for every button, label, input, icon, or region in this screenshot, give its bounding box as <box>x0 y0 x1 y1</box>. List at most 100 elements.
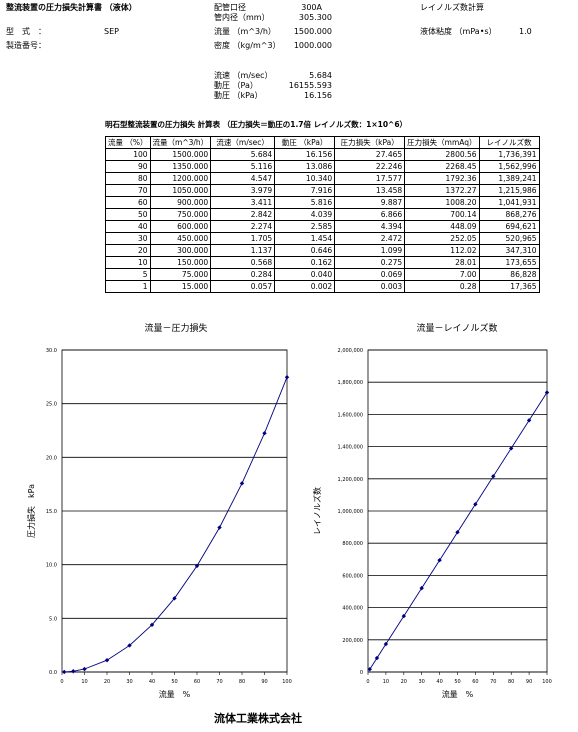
flow-label: 流量 （m^3/h） <box>214 27 276 36</box>
table-cell: 50 <box>105 208 151 221</box>
col-header-pressure-loss-kpa: 圧力損失（kPa） <box>334 136 406 149</box>
table-cell: 0.646 <box>274 244 336 257</box>
table-cell: 1.705 <box>210 232 276 245</box>
table-cell: 1.454 <box>274 232 336 245</box>
document-title: 整流装置の圧力損失計算書 （液体） <box>6 3 137 12</box>
serial-label: 製造番号： <box>6 41 46 50</box>
company-name: 流体工業株式会社 <box>214 712 302 725</box>
table-cell: 750.000 <box>149 208 212 221</box>
y-tick-label: 1,600,000 <box>338 412 363 418</box>
viscosity-label: 液体粘度 （mPa•s） <box>420 27 497 36</box>
table-cell: 0.002 <box>274 280 336 293</box>
table-row: 70 1050.000 3.979 7.916 13.458 1372.27 1,215,9… <box>105 184 540 197</box>
table-cell: 60 <box>105 196 151 209</box>
x-tick-label: 40 <box>149 679 155 685</box>
y-tick-label: 0.0 <box>49 670 57 676</box>
table-cell: 2268.45 <box>404 160 480 173</box>
table-cell: 7.916 <box>274 184 336 197</box>
table-row: 10 150.000 0.568 0.162 0.275 28.01 173,655 <box>105 256 540 269</box>
col-header-dynamic-pressure: 動圧 （kPa） <box>274 136 336 149</box>
table-cell: 173,655 <box>478 256 540 269</box>
table-cell: 1.099 <box>334 244 406 257</box>
x-tick-label: 20 <box>401 679 407 685</box>
table-cell: 520,965 <box>478 232 540 245</box>
y-tick-label: 20.0 <box>46 455 57 461</box>
table-cell: 0.568 <box>210 256 276 269</box>
dynamic-pressure-kpa-value: 16.156 <box>304 91 332 100</box>
table-title: 明石型整流装置の圧力損失 計算表 （圧力損失＝動圧の1.7倍 レイノルズ数：1×… <box>105 120 408 129</box>
table-cell: 0.162 <box>274 256 336 269</box>
col-header-flow-m3h: 流量（m^3/h） <box>149 136 212 149</box>
table-cell: 13.086 <box>274 160 336 173</box>
pressure-loss-table: 流量 （%） 流量（m^3/h） 流速（m/sec） 動圧 （kPa） 圧力損失… <box>105 136 540 293</box>
data-point <box>62 669 67 675</box>
x-tick-label: 40 <box>436 679 442 685</box>
table-cell: 0.040 <box>274 268 336 281</box>
table-cell: 3.979 <box>210 184 276 197</box>
table-cell: 450.000 <box>149 232 212 245</box>
table-cell: 5 <box>105 268 151 281</box>
table-cell: 1350.000 <box>149 160 212 173</box>
data-point <box>82 666 87 672</box>
table-cell: 1,736,391 <box>478 148 540 161</box>
pipe-size-label: 配管口径 <box>214 3 246 12</box>
data-point <box>544 390 550 395</box>
x-tick-label: 60 <box>194 679 200 685</box>
table-cell: 28.01 <box>404 256 480 269</box>
reynolds-chart: 流量－レイノルズ数 0 200,000 400,000 600,000 800,000 1,… <box>312 322 552 699</box>
table-cell: 600.000 <box>149 220 212 233</box>
table-cell: 22.246 <box>334 160 406 173</box>
table-cell: 40 <box>105 220 151 233</box>
table-cell: 2.472 <box>334 232 406 245</box>
data-point <box>455 530 460 535</box>
table-cell: 900.000 <box>149 196 212 209</box>
table-cell: 1008.20 <box>404 196 480 209</box>
y-tick-label: 1,200,000 <box>338 477 363 483</box>
table-cell: 700.14 <box>404 208 480 221</box>
table-row: 100 1500.000 5.684 16.156 27.465 2800.56 1,736… <box>105 148 540 161</box>
viscosity-value: 1.0 <box>519 27 532 36</box>
table-cell: 2800.56 <box>404 148 480 161</box>
table-cell: 112.02 <box>404 244 480 257</box>
model-value: SEP <box>104 27 119 36</box>
table-cell: 17.577 <box>334 172 406 185</box>
dynamic-pressure-pa-value: 16155.593 <box>288 81 332 90</box>
y-tick-label: 15.0 <box>46 509 57 515</box>
table-cell: 1050.000 <box>149 184 212 197</box>
table-cell: 0.284 <box>210 268 276 281</box>
table-cell: 20 <box>105 244 151 257</box>
x-tick-label: 90 <box>526 679 532 685</box>
series-line <box>369 392 548 670</box>
table-row: 30 450.000 1.705 1.454 2.472 252.05 520,965 <box>105 232 540 245</box>
y-axis-label: レイノルズ数 <box>312 487 322 535</box>
dynamic-pressure-kpa-label: 動圧 （kPa） <box>214 91 263 100</box>
y-tick-label: 10.0 <box>46 563 57 569</box>
y-tick-label: 200,000 <box>342 638 363 644</box>
table-cell: 0.28 <box>404 280 480 293</box>
data-point <box>419 585 424 591</box>
table-cell: 2.842 <box>210 208 276 221</box>
table-cell: 2.585 <box>274 220 336 233</box>
table-cell: 5.816 <box>274 196 336 209</box>
table-cell: 1.137 <box>210 244 276 257</box>
velocity-label: 流速 （m/sec） <box>214 71 273 80</box>
table-cell: 1200.000 <box>149 172 212 185</box>
table-cell: 100 <box>105 148 151 161</box>
table-cell: 80 <box>105 172 151 185</box>
x-tick-label: 10 <box>383 679 389 685</box>
data-point <box>437 557 442 563</box>
reynolds-calc-title: レイノルズ数計算 <box>420 3 484 12</box>
inner-diameter-value: 305.300 <box>298 13 332 22</box>
x-tick-label: 0 <box>60 679 63 685</box>
y-tick-label: 5.0 <box>49 616 57 622</box>
table-cell: 4.394 <box>334 220 406 233</box>
data-point <box>217 525 222 530</box>
table-cell: 90 <box>105 160 151 173</box>
table-cell: 1,041,931 <box>478 196 540 209</box>
y-tick-label: 0 <box>360 670 363 676</box>
table-cell: 3.411 <box>210 196 276 209</box>
y-tick-label: 1,800,000 <box>338 380 363 386</box>
y-tick-label: 400,000 <box>342 606 363 612</box>
x-tick-label: 30 <box>126 679 132 685</box>
table-cell: 13.458 <box>334 184 406 197</box>
